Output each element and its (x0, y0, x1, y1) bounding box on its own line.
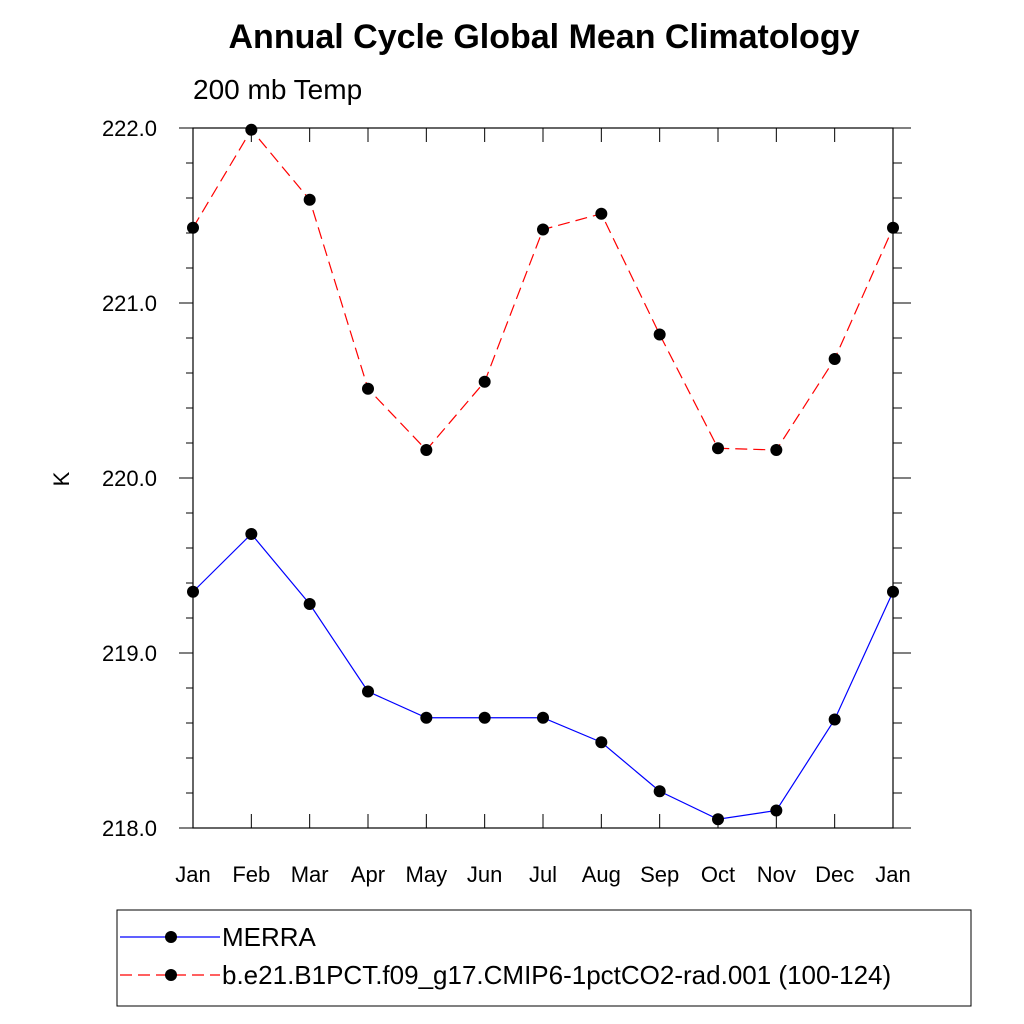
legend-box (116, 909, 972, 1007)
x-tick-label: Dec (815, 862, 854, 887)
x-tick-label: Jul (529, 862, 557, 887)
data-point (770, 804, 783, 817)
x-tick-label: Jan (875, 862, 910, 887)
data-point (420, 711, 433, 724)
chart-subtitle: 200 mb Temp (193, 74, 362, 105)
data-point (537, 711, 549, 724)
chart-title: Annual Cycle Global Mean Climatology (229, 18, 860, 56)
data-point (828, 713, 841, 726)
legend-label: MERRA (222, 922, 317, 952)
data-point (245, 123, 258, 136)
data-point (712, 813, 724, 826)
data-point (537, 223, 549, 236)
x-tick-label: Mar (291, 862, 329, 887)
axis-ticks (179, 127, 911, 829)
y-tick-label: 221.0 (102, 291, 157, 316)
series-cmip6-1pctco2 (187, 123, 899, 456)
x-tick-label: Sep (640, 862, 679, 887)
legend-items: MERRA b.e21.B1PCT.f09_g17.CMIP6-1pctCO2-r… (120, 922, 891, 990)
data-point (478, 711, 491, 724)
data-point (770, 444, 783, 456)
x-tick-label: May (406, 862, 448, 887)
data-point (653, 785, 666, 798)
y-axis-label: K (49, 471, 74, 486)
data-point (187, 585, 199, 598)
x-tick-labels: Jan Feb Mar Apr May Jun Jul Aug Sep Oct Nov Dec Jan (175, 862, 910, 887)
legend: MERRA b.e21.B1PCT.f09_g17.CMIP6-1pctCO2-r… (116, 909, 972, 1007)
data-point (245, 528, 258, 540)
data-point (653, 328, 666, 341)
data-point (420, 444, 433, 456)
y-tick-label: 220.0 (102, 466, 157, 491)
x-tick-label: Aug (582, 862, 621, 887)
data-point (887, 585, 899, 598)
legend-marker (165, 931, 177, 943)
data-point (595, 207, 608, 220)
legend-label: b.e21.B1PCT.f09_g17.CMIP6-1pctCO2-rad.00… (222, 960, 891, 990)
x-tick-label: Jun (467, 862, 502, 887)
y-tick-label: 222.0 (102, 116, 157, 141)
x-tick-label: Nov (757, 862, 796, 887)
data-point (362, 685, 374, 698)
y-tick-label: 218.0 (102, 816, 157, 841)
data-point (887, 221, 899, 234)
data-point (187, 221, 199, 234)
y-tick-labels: 218.0 219.0 220.0 221.0 222.0 (102, 116, 157, 841)
series-line (192, 533, 894, 820)
x-tick-label: Apr (351, 862, 385, 887)
series-line (192, 128, 894, 451)
y-tick-label: 219.0 (102, 641, 157, 666)
data-point (828, 353, 841, 365)
data-point (362, 382, 374, 395)
x-tick-label: Oct (701, 862, 735, 887)
x-tick-label: Jan (175, 862, 210, 887)
series-merra (187, 528, 899, 826)
series-layer (187, 123, 899, 826)
data-point (303, 193, 316, 206)
data-point (712, 442, 724, 455)
x-tick-label: Feb (232, 862, 270, 887)
data-point (595, 736, 608, 749)
data-point (303, 598, 316, 610)
data-point (478, 375, 491, 388)
legend-marker (165, 969, 177, 981)
